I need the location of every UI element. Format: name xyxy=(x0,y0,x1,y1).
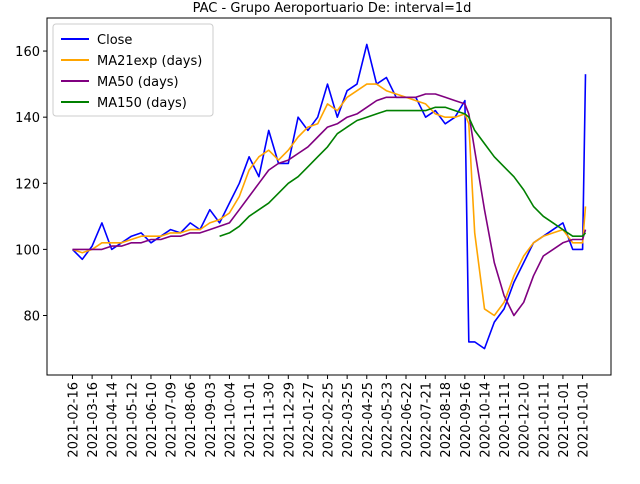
x-tick-label: 2022-06-22 xyxy=(400,382,415,458)
y-tick-label: 100 xyxy=(15,243,40,258)
x-tick-label: 2021-01-01 xyxy=(557,382,572,458)
x-tick-label: 2022-03-25 xyxy=(341,382,356,458)
x-tick-label: 2022-07-21 xyxy=(420,382,435,458)
x-tick-label: 2021-11-01 xyxy=(243,382,258,458)
x-tick-label: 2021-10-04 xyxy=(223,382,238,458)
x-tick-label: 2021-03-16 xyxy=(86,382,101,458)
chart-title: PAC - Grupo Aeroportuario De: interval=1… xyxy=(193,1,472,16)
x-tick-label: 2021-05-12 xyxy=(125,382,140,458)
x-tick-label: 2021-01-11 xyxy=(537,382,552,458)
x-tick-label: 2022-01-27 xyxy=(302,382,317,458)
x-tick-label: 2020-09-16 xyxy=(459,382,474,458)
x-tick-label: 2021-09-03 xyxy=(204,382,219,458)
x-tick-label: 2021-04-14 xyxy=(106,382,121,458)
data-line xyxy=(72,93,587,317)
x-tick-label: 2021-07-09 xyxy=(165,382,180,458)
x-tick-label: 2021-08-06 xyxy=(184,382,199,458)
legend-label: Close xyxy=(97,33,132,48)
x-tick-label: 2022-04-25 xyxy=(361,382,376,458)
data-line xyxy=(72,83,587,317)
x-tick-label: 2022-08-18 xyxy=(439,382,454,458)
y-tick-label: 120 xyxy=(15,177,40,192)
y-tick-label: 160 xyxy=(15,45,40,60)
legend-label: MA50 (days) xyxy=(97,75,179,90)
x-tick-label: 2021-01-01 xyxy=(577,382,592,458)
x-tick-label: 2020-12-10 xyxy=(518,382,533,458)
x-tick-label: 2022-05-23 xyxy=(380,382,395,458)
y-tick-label: 80 xyxy=(23,310,40,325)
legend-label: MA21exp (days) xyxy=(97,54,202,69)
x-tick-label: 2021-12-29 xyxy=(282,382,297,458)
x-tick-label: 2021-11-30 xyxy=(263,382,278,458)
x-tick-label: 2020-11-11 xyxy=(498,382,513,458)
data-line xyxy=(219,106,587,237)
legend-label: MA150 (days) xyxy=(97,96,187,111)
legend-box xyxy=(52,23,214,117)
x-tick-label: 2021-06-10 xyxy=(145,382,160,458)
x-tick-label: 2020-10-14 xyxy=(478,382,493,458)
x-tick-label: 2022-02-25 xyxy=(322,382,337,458)
x-tick-label: 2021-02-16 xyxy=(67,382,82,458)
plot-frame xyxy=(46,17,612,376)
y-tick-label: 140 xyxy=(15,111,40,126)
